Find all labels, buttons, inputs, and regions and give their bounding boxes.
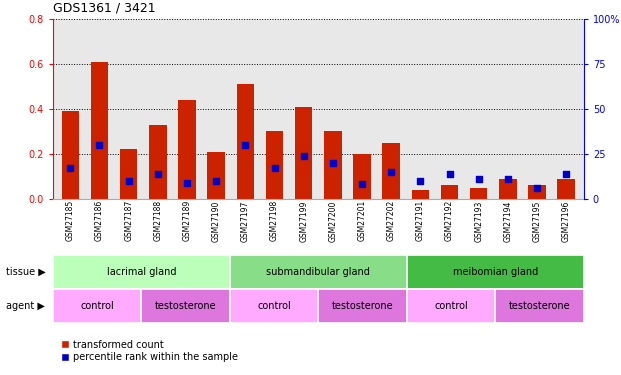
Bar (499, 178, 517, 199)
Point (357, 182, 367, 188)
Text: submandibular gland: submandibular gland (266, 267, 370, 277)
Point (299, 153, 309, 159)
Bar (407, 255, 584, 289)
Point (474, 176, 484, 182)
Point (124, 178, 134, 184)
Point (532, 185, 542, 191)
Bar (149, 124, 166, 199)
Text: meibomian gland: meibomian gland (453, 267, 538, 277)
Text: tissue ▶: tissue ▶ (6, 267, 46, 277)
Point (445, 171, 455, 177)
Text: testosterone: testosterone (332, 301, 393, 310)
Bar (353, 154, 371, 199)
Bar (528, 185, 546, 199)
Text: agent ▶: agent ▶ (6, 301, 45, 310)
Bar (53, 289, 142, 322)
Point (503, 176, 513, 182)
Bar (558, 178, 575, 199)
Point (153, 171, 163, 177)
Bar (324, 131, 342, 199)
Bar (53, 255, 230, 289)
Bar (207, 152, 225, 199)
Text: GDS1361 / 3421: GDS1361 / 3421 (53, 2, 155, 15)
Bar (120, 149, 137, 199)
Point (386, 169, 396, 175)
Bar (470, 188, 487, 199)
Text: testosterone: testosterone (155, 301, 216, 310)
Point (211, 178, 221, 184)
Bar (61, 111, 79, 199)
Point (240, 142, 250, 148)
Point (182, 180, 192, 186)
Bar (412, 190, 429, 199)
Legend: transformed count, percentile rank within the sample: transformed count, percentile rank withi… (58, 336, 242, 366)
Text: lacrimal gland: lacrimal gland (107, 267, 176, 277)
Bar (266, 131, 283, 199)
Bar (496, 289, 584, 322)
Point (561, 171, 571, 177)
Text: testosterone: testosterone (509, 301, 570, 310)
Point (270, 165, 279, 171)
Bar (230, 289, 319, 322)
Point (415, 178, 425, 184)
Bar (407, 289, 496, 322)
Bar (383, 142, 400, 199)
Bar (91, 62, 108, 199)
Bar (295, 106, 312, 199)
Bar (237, 84, 254, 199)
Text: control: control (434, 301, 468, 310)
Bar (230, 255, 407, 289)
Point (65, 165, 75, 171)
Text: control: control (80, 301, 114, 310)
Bar (178, 100, 196, 199)
Bar (142, 289, 230, 322)
Bar (441, 185, 458, 199)
Point (328, 160, 338, 166)
Bar (319, 289, 407, 322)
Point (94, 142, 104, 148)
Text: control: control (257, 301, 291, 310)
